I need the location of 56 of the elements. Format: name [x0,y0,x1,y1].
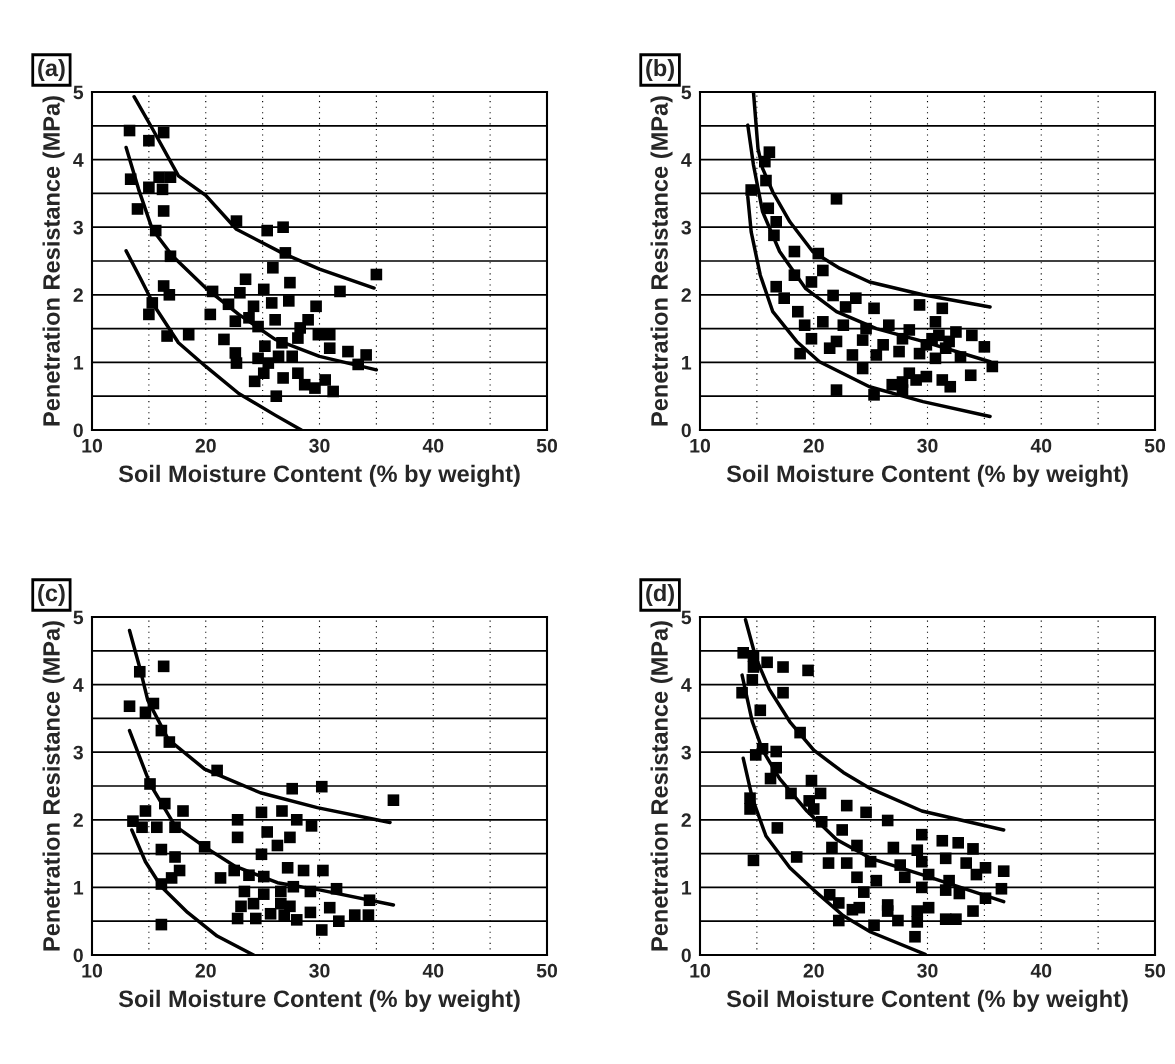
x-axis-title: Soil Moisture Content (% by weight) [726,464,1128,487]
x-tick-label: 30 [917,963,938,978]
x-tick-label: 40 [1030,963,1052,978]
y-axis-title: Penetration Resistance (MPa) [42,96,65,426]
chart-title: (d) [646,583,674,606]
chart-title: (c) [38,583,65,606]
x-axis-title: Soil Moisture Content (% by weight) [118,464,520,487]
y-tick-label: 3 [73,745,83,760]
x-tick-label: 10 [82,438,103,453]
y-tick-label: 2 [681,288,691,302]
y-tick-label: 0 [73,423,83,438]
y-tick-label: 4 [681,678,692,692]
x-tick-label: 40 [422,963,444,978]
y-tick-label: 2 [681,813,691,827]
x-tick-label: 50 [1144,963,1166,978]
y-tick-label: 3 [73,220,83,235]
y-axis-title: Penetration Resistance (MPa) [650,96,673,426]
y-tick-label: 4 [73,153,84,167]
y-tick-label: 0 [681,423,691,438]
x-axis-title: Soil Moisture Content (% by weight) [118,989,520,1012]
y-axis-title: Penetration Resistance (MPa) [650,621,673,951]
y-axis-title: Penetration Resistance (MPa) [42,621,65,951]
x-axis-title: Soil Moisture Content (% by weight) [726,989,1128,1012]
y-tick-label: 1 [682,881,692,895]
y-tick-label: 3 [681,745,691,760]
chart-title: (a) [38,59,65,81]
x-tick-label: 40 [422,438,444,453]
x-tick-label: 10 [690,438,711,453]
y-tick-label: 2 [73,288,83,302]
x-tick-label: 20 [803,963,824,978]
x-tick-label: 20 [195,963,216,978]
x-tick-label: 10 [82,963,103,978]
y-tick-label: 3 [681,220,691,235]
y-tick-label: 5 [73,610,84,625]
y-tick-label: 5 [73,85,84,100]
y-tick-label: 4 [73,678,84,692]
x-tick-label: 50 [1144,438,1166,453]
y-tick-label: 5 [681,85,692,100]
chart-title: (b) [646,59,674,81]
y-tick-label: 0 [681,948,691,963]
x-tick-label: 40 [1030,438,1052,453]
x-tick-label: 20 [803,438,824,453]
x-tick-label: 30 [917,438,938,453]
y-tick-label: 2 [73,813,83,827]
x-tick-label: 20 [195,438,216,453]
y-tick-label: 0 [73,948,83,963]
x-tick-label: 30 [309,963,330,978]
y-tick-label: 1 [74,881,84,895]
y-tick-label: 4 [681,153,692,167]
x-tick-label: 50 [536,438,558,453]
y-tick-label: 5 [681,610,692,625]
x-tick-label: 10 [690,963,711,978]
y-tick-label: 1 [682,356,692,370]
x-tick-label: 30 [309,438,330,453]
y-tick-label: 1 [74,356,84,370]
x-tick-label: 50 [536,963,558,978]
